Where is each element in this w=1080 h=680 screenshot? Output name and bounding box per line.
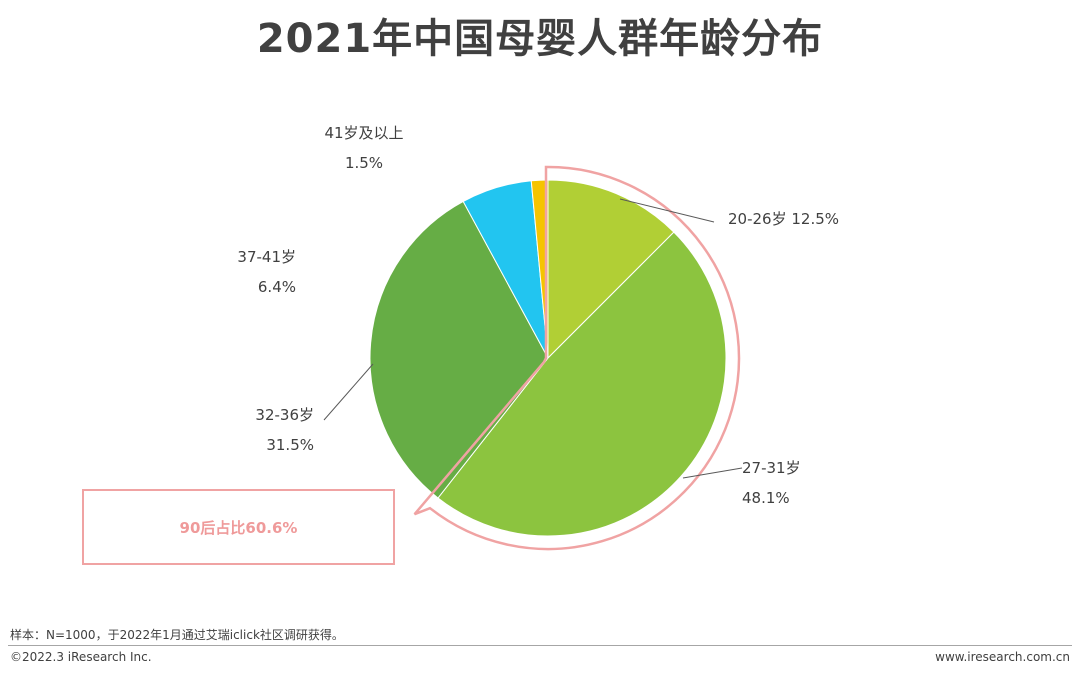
slice-label-2: 32-36岁 bbox=[255, 406, 314, 424]
leader-line-2 bbox=[323, 363, 374, 421]
footer-divider bbox=[8, 645, 1072, 646]
pie-slice-0 bbox=[547, 179, 675, 360]
leader-line-0 bbox=[619, 198, 715, 223]
callout-box: 90后占比60.6% bbox=[82, 489, 395, 565]
pie-chart: 20-26岁 12.5% 27-31岁 48.1% 32-36岁 31.5% 37-41岁… bbox=[237, 124, 839, 551]
slice-value-1: 48.1% bbox=[742, 489, 790, 507]
sample-note: 样本：N=1000，于2022年1月通过艾瑞iclick社区调研获得。 bbox=[10, 628, 344, 642]
slice-value-2: 31.5% bbox=[266, 436, 314, 454]
slice-value-4: 1.5% bbox=[345, 154, 383, 172]
slice-label-3: 37-41岁 bbox=[237, 248, 296, 266]
slice-label-1: 27-31岁 bbox=[742, 459, 801, 477]
chart-title: 2021年中国母婴人群年龄分布 bbox=[256, 16, 824, 62]
website-link[interactable]: www.iresearch.com.cn bbox=[935, 650, 1070, 664]
slice-value-3: 6.4% bbox=[258, 278, 296, 296]
copyright-text: ©2022.3 iResearch Inc. bbox=[10, 650, 152, 664]
slice-label-4: 41岁及以上 bbox=[324, 124, 403, 142]
pie-slice-4 bbox=[530, 179, 549, 359]
pie-slice-1 bbox=[437, 231, 727, 537]
callout-text: 90后占比60.6% bbox=[179, 518, 298, 537]
slice-label-0: 20-26岁 12.5% bbox=[728, 210, 839, 228]
pie-slice-2 bbox=[369, 200, 549, 499]
highlight-outline bbox=[413, 165, 741, 551]
leader-line-1 bbox=[682, 467, 743, 479]
